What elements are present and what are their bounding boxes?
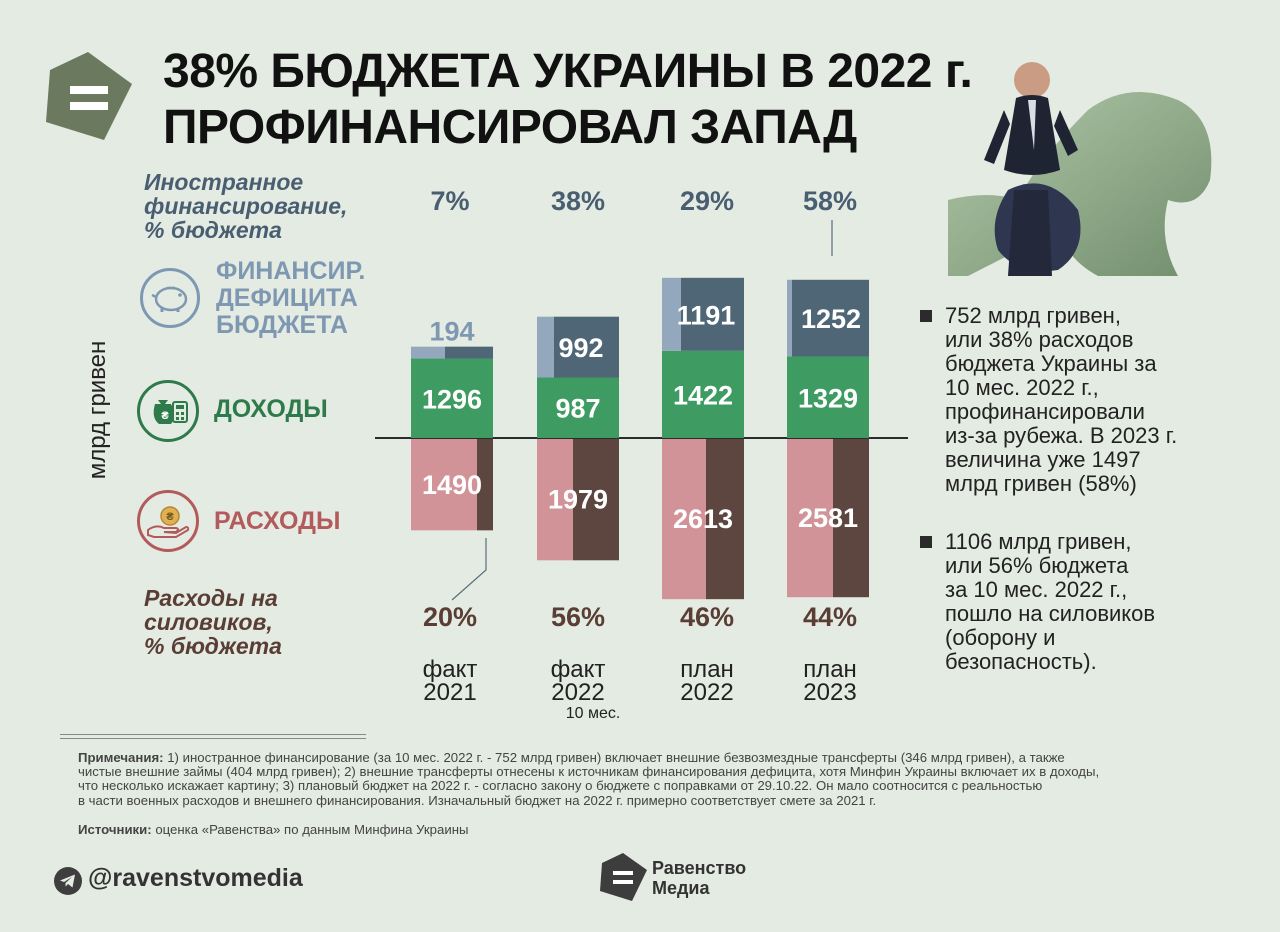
brand-name: Равенство Медиа: [652, 858, 747, 898]
security-pct-2022-fact: 56%: [550, 602, 606, 632]
deficit-foreign-bar: [554, 316, 619, 378]
foreign-pct-2021: 7%: [430, 186, 470, 216]
revenue-bar: [537, 377, 619, 438]
expense-security-bar: [833, 439, 869, 598]
expense-civil-bar: [662, 439, 706, 600]
x-label-2022-plan: план 2022: [680, 656, 734, 706]
page-title-line-2: ПРОФИНАНСИРОВАЛ ЗАПАД: [163, 101, 857, 154]
expense-security-bar: [573, 439, 619, 561]
expense-civil-bar: [787, 439, 833, 598]
expense-security-bar: [706, 439, 744, 600]
deficit-domestic-bar: [537, 316, 554, 378]
expense-value-label: 1490: [422, 470, 482, 500]
notes-block: Примечания: 1) иностранное финансировани…: [78, 750, 1100, 808]
deficit-domestic-bar: [787, 279, 792, 357]
deficit-domestic-bar: [662, 277, 681, 351]
revenue-value-label: 1296: [422, 384, 482, 414]
deficit-foreign-bar: [445, 346, 493, 359]
bullet-square: [920, 310, 932, 322]
notes-divider: [60, 734, 366, 739]
revenue-label: ДОХОДЫ: [214, 395, 328, 423]
deficit-domestic-bar: [411, 346, 445, 359]
money-bag-calculator-icon: ₴: [137, 380, 199, 442]
expense-civil-bar: [411, 439, 477, 531]
expense-value-label: 2581: [798, 503, 858, 533]
bullet-2: 1106 млрд гривен, или 56% бюджета за 10 …: [920, 530, 1155, 674]
deficit-value-label: 1191: [677, 300, 736, 330]
revenue-bar: [411, 358, 493, 438]
expenses-label: РАСХОДЫ: [214, 507, 341, 535]
svg-text:₴: ₴: [161, 410, 169, 422]
leader-line-2021: [451, 538, 487, 601]
deficit-value-label: 194: [429, 317, 474, 347]
expense-civil-bar: [537, 439, 573, 561]
expense-value-label: 2613: [673, 504, 733, 534]
telegram-handle[interactable]: @ravenstvomedia: [88, 864, 303, 892]
revenue-bar: [787, 356, 869, 438]
bullet-square: [920, 536, 932, 548]
sources-line: Источники: оценка «Равенства» по данным …: [78, 822, 469, 837]
security-pct-2022-plan: 46%: [679, 602, 735, 632]
deficit-foreign-bar: [792, 279, 869, 357]
bullet-1: 752 млрд гривен, или 38% расходов бюджет…: [920, 304, 1177, 496]
deficit-foreign-bar: [681, 277, 744, 351]
brand-logo-icon: [598, 852, 648, 902]
revenue-value-label: 1329: [798, 383, 858, 413]
hand-coin-icon: ₴: [137, 490, 199, 552]
deficit-value-label: 1252: [801, 304, 861, 334]
telegram-icon: [54, 867, 82, 895]
security-pct-2023-plan: 44%: [802, 602, 858, 632]
deficit-label: ФИНАНСИР. ДЕФИЦИТА БЮДЖЕТА: [216, 257, 366, 339]
foreign-pct-2022-plan: 29%: [679, 186, 735, 216]
page-title-line-1: 38% БЮДЖЕТА УКРАИНЫ В 2022 г.: [163, 45, 973, 98]
expense-security-bar: [477, 439, 493, 531]
deficit-value-label: 992: [558, 333, 603, 363]
revenue-bar: [662, 350, 744, 438]
revenue-value-label: 987: [555, 394, 600, 424]
x-label-2021: факт 2021: [422, 656, 478, 706]
foreign-pct-2023-plan: 58%: [802, 186, 858, 216]
piggy-bank-icon: [140, 268, 200, 328]
security-spending-label: Расходы на силовиков, % бюджета: [144, 585, 282, 659]
svg-text:₴: ₴: [166, 511, 174, 523]
security-pct-2021: 20%: [422, 602, 478, 632]
revenue-value-label: 1422: [673, 380, 733, 410]
foreign-pct-2022-fact: 38%: [550, 186, 606, 216]
x-label-2023-plan: план 2023: [803, 656, 857, 706]
photo-illustration: [948, 40, 1220, 284]
x-label-2022-fact: факт 2022 10 мес.: [550, 656, 621, 723]
expense-value-label: 1979: [548, 485, 608, 515]
equals-logo-icon: [42, 50, 134, 142]
foreign-financing-label: Иностранное финансирование, % бюджета: [144, 169, 348, 243]
